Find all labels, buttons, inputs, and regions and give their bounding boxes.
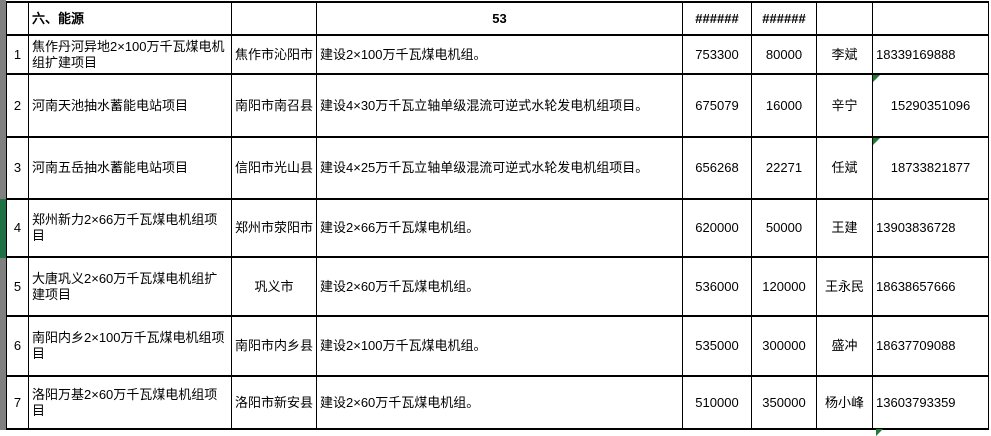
- cell-header-count[interactable]: 53: [316, 1, 683, 36]
- cell-project-name[interactable]: 南阳内乡2×100万千瓦煤电机组项目: [28, 315, 232, 377]
- table-row: 5 大唐巩义2×60万千瓦煤电机组扩建项目 巩义市 建设2×60万千瓦煤电机组。…: [6, 256, 989, 317]
- cell-amount2[interactable]: 22271: [751, 136, 817, 200]
- cell-amount2[interactable]: 50000: [751, 198, 817, 258]
- cell-amount1[interactable]: 536000: [682, 256, 752, 317]
- table-row: 4 郑州新力2×66万千瓦煤电机组项目 郑州市荥阳市 建设2×66万千瓦煤电机组…: [6, 198, 989, 258]
- cell-row-number[interactable]: 7: [6, 375, 29, 430]
- cell-project-name[interactable]: 焦作丹河异地2×100万千瓦煤电机组扩建项目: [28, 34, 232, 75]
- cell-project-name[interactable]: 河南五岳抽水蓄能电站项目: [28, 136, 232, 200]
- cell-amount1[interactable]: 753300: [682, 34, 752, 75]
- cell-header-location[interactable]: [231, 1, 317, 36]
- cell-amount1[interactable]: 535000: [682, 315, 752, 377]
- cell-header-contact[interactable]: [816, 1, 873, 36]
- cell-project-name[interactable]: 郑州新力2×66万千瓦煤电机组项目: [28, 198, 232, 258]
- cell-phone[interactable]: 18638657666: [872, 256, 989, 317]
- cell-project-name[interactable]: 大唐巩义2×60万千瓦煤电机组扩建项目: [28, 256, 232, 317]
- table-row: 6 南阳内乡2×100万千瓦煤电机组项目 南阳市内乡县 建设2×100万千瓦煤电…: [6, 315, 989, 377]
- cell-contact[interactable]: 王永民: [816, 256, 873, 317]
- cell-project-name[interactable]: 河南天池抽水蓄能电站项目: [28, 73, 232, 138]
- phone-value: 15290351096: [890, 97, 971, 113]
- cell-amount1[interactable]: 510000: [682, 375, 752, 430]
- cell-location[interactable]: 巩义市: [231, 256, 317, 317]
- cell-location[interactable]: 洛阳市新安县: [231, 375, 317, 430]
- cell-amount2[interactable]: 80000: [751, 34, 817, 75]
- cell-description[interactable]: 建设2×100万千瓦煤电机组。: [316, 34, 683, 75]
- cell-phone[interactable]: 18637709088: [872, 315, 989, 377]
- table-row: 3 河南五岳抽水蓄能电站项目 信阳市光山县 建设4×25万千瓦立轴单级混流可逆式…: [6, 136, 989, 200]
- cell-amount1[interactable]: 620000: [682, 198, 752, 258]
- cell-location[interactable]: 焦作市沁阳市: [231, 34, 317, 75]
- cell-contact[interactable]: 李斌: [816, 34, 873, 75]
- cell-location[interactable]: 信阳市光山县: [231, 136, 317, 200]
- cell-row-number[interactable]: 6: [6, 315, 29, 377]
- cell-row-number[interactable]: 5: [6, 256, 29, 317]
- cell-description[interactable]: 建设2×100万千瓦煤电机组。: [316, 315, 683, 377]
- number-as-text-warning-icon-partial: [876, 429, 883, 436]
- cell-amount1[interactable]: 675079: [682, 73, 752, 138]
- energy-projects-table: 六、能源 53 ###### ###### 1 焦作丹河异地2×100万千瓦煤电…: [6, 1, 989, 430]
- cell-row-number[interactable]: 2: [6, 73, 29, 138]
- cell-description[interactable]: 建设2×60万千瓦煤电机组。: [316, 256, 683, 317]
- cell-contact[interactable]: 辛宁: [816, 73, 873, 138]
- table-row: 2 河南天池抽水蓄能电站项目 南阳市南召县 建设4×30万千瓦立轴单级混流可逆式…: [6, 73, 989, 138]
- cell-contact[interactable]: 杨小峰: [816, 375, 873, 430]
- cell-phone[interactable]: 18733821877: [872, 136, 989, 200]
- cell-row-number[interactable]: 1: [6, 34, 29, 75]
- cell-project-name[interactable]: 洛阳万基2×60万千瓦煤电机组项目: [28, 375, 232, 430]
- cell-amount2[interactable]: 350000: [751, 375, 817, 430]
- cell-row-number[interactable]: 4: [6, 198, 29, 258]
- cell-contact[interactable]: 王建: [816, 198, 873, 258]
- cell-header-amount1-overflow[interactable]: ######: [682, 1, 752, 36]
- cell-description[interactable]: 建设4×25万千瓦立轴单级混流可逆式水轮发电机组项目。: [316, 136, 683, 200]
- number-as-text-warning-icon: [873, 139, 880, 145]
- selected-row-indicator: [0, 199, 6, 258]
- phone-value: 18733821877: [890, 160, 971, 175]
- cell-description[interactable]: 建设4×30万千瓦立轴单级混流可逆式水轮发电机组项目。: [316, 73, 683, 138]
- cell-contact[interactable]: 任斌: [816, 136, 873, 200]
- cell-amount2[interactable]: 16000: [751, 73, 817, 138]
- cell-header-phone[interactable]: [872, 1, 989, 36]
- cell-row-number[interactable]: 3: [6, 136, 29, 200]
- table-row: 1 焦作丹河异地2×100万千瓦煤电机组扩建项目 焦作市沁阳市 建设2×100万…: [6, 34, 989, 75]
- cell-header-amount2-overflow[interactable]: ######: [751, 1, 817, 36]
- cell-amount1[interactable]: 656268: [682, 136, 752, 200]
- cell-description[interactable]: 建设2×60万千瓦煤电机组。: [316, 375, 683, 430]
- cell-location[interactable]: 郑州市荥阳市: [231, 198, 317, 258]
- cell-amount2[interactable]: 120000: [751, 256, 817, 317]
- cell-location[interactable]: 南阳市内乡县: [231, 315, 317, 377]
- cell-phone[interactable]: 18339169888: [872, 34, 989, 75]
- cell-phone[interactable]: 15290351096: [872, 73, 989, 138]
- table-row-header: 六、能源 53 ###### ######: [6, 1, 989, 36]
- cell-phone[interactable]: 13903836728: [872, 198, 989, 258]
- cell-header-rownum[interactable]: [6, 1, 29, 36]
- cell-amount2[interactable]: 300000: [751, 315, 817, 377]
- cell-description[interactable]: 建设2×66万千瓦煤电机组。: [316, 198, 683, 258]
- number-as-text-warning-icon: [873, 76, 880, 82]
- cell-section-title[interactable]: 六、能源: [28, 1, 232, 36]
- table-row: 7 洛阳万基2×60万千瓦煤电机组项目 洛阳市新安县 建设2×60万千瓦煤电机组…: [6, 375, 989, 430]
- cell-contact[interactable]: 盛冲: [816, 315, 873, 377]
- cell-phone[interactable]: 13603793359: [872, 375, 989, 430]
- cell-location[interactable]: 南阳市南召县: [231, 73, 317, 138]
